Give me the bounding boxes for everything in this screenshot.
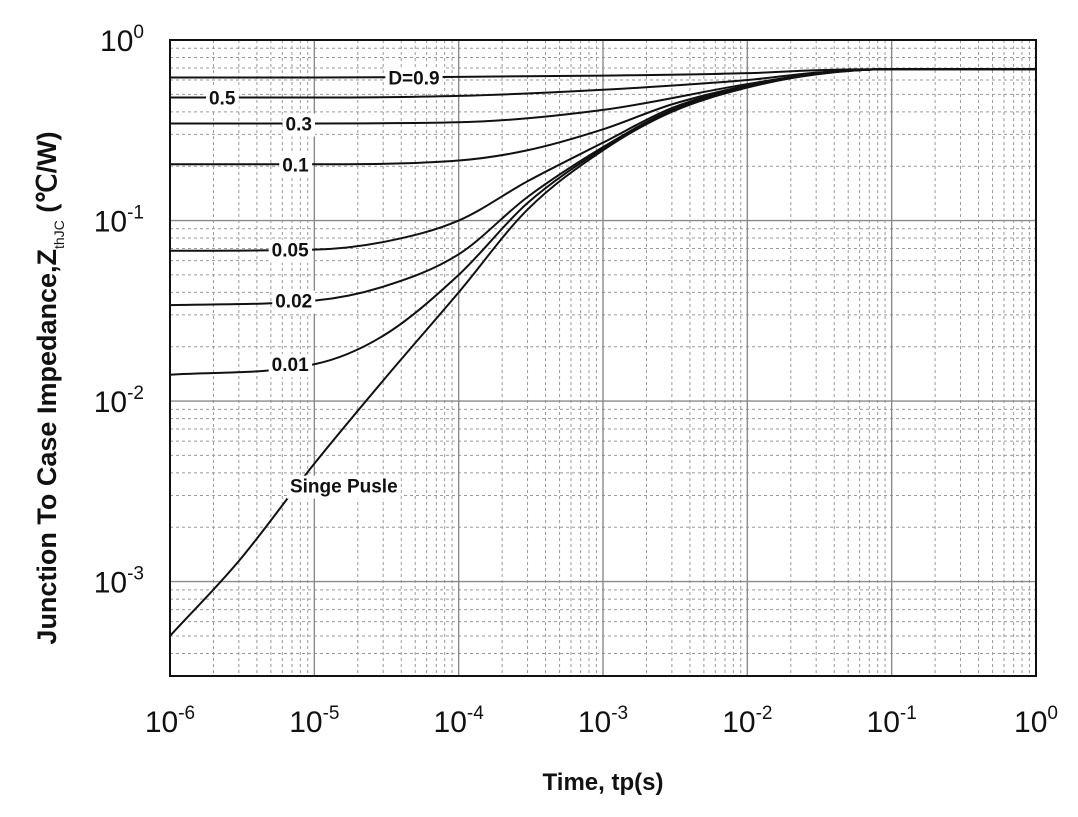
x-tick-exponent: -5 [323,703,340,724]
y-tick-base: 10 [94,567,127,600]
curve-label: Singe Pusle [290,477,398,498]
y-tick-exponent: -3 [127,564,144,585]
curve-label-background [268,354,313,378]
x-tick-label: 10-2 [722,703,772,739]
curve-label-background [286,475,401,499]
x-tick-base: 10 [145,706,178,739]
y-axis-title-unit: (℃/W) [32,131,62,220]
y-tick-exponent: 0 [133,22,144,43]
x-tick-base: 10 [867,706,900,739]
plot-frame [169,39,1037,677]
y-tick-label: 10-2 [94,383,144,419]
curve-labels: D=0.9 0.5 0.3 0.1 0.05 0.02 0.01 Singe Pusle [205,67,443,499]
x-tick-label: 10-1 [867,703,917,739]
y-tick-label: 10-3 [94,564,144,600]
x-tick-exponent: -4 [467,703,484,724]
x-tick-base: 10 [434,706,467,739]
curve-label-background [205,87,239,111]
curve-label-background [385,67,443,91]
y-axis-title: Junction To Case Impedance,ZthJC (℃/W) [32,131,67,644]
y-tick-exponent: -1 [127,203,144,224]
x-tick-exponent: -2 [756,703,773,724]
x-tick-label: 10-4 [434,703,485,739]
curve-label-background [268,239,313,263]
x-tick-base: 10 [289,706,322,739]
curve-label: 0.3 [286,114,312,135]
x-tick-label: 10-3 [578,703,628,739]
y-tick-label: 10-1 [94,203,144,239]
y-tick-exponent: -2 [127,383,144,404]
x-tick-label: 100 [1014,703,1058,739]
x-tick-label: 10-6 [145,703,195,739]
curve-label-background [272,290,316,314]
y-tick-base: 10 [100,25,133,58]
curve-label-background [279,154,313,178]
curve-label: 0.1 [282,155,309,176]
grid [169,39,1037,677]
x-tick-label: 10-5 [289,703,339,739]
x-tick-base: 10 [722,706,755,739]
y-tick-label: 100 [100,22,144,58]
y-axis-title-main: Junction To Case Impedance,Z [32,249,62,645]
curve-label: 0.05 [272,241,309,262]
x-axis-title: Time, tp(s) [543,769,664,796]
curve-label: 0.02 [275,292,312,313]
curve-label-background [282,113,315,137]
y-tick-base: 10 [94,206,127,239]
curve-label: 0.01 [272,355,309,376]
curve-label: D=0.9 [388,68,439,89]
x-tick-exponent: -6 [178,703,195,724]
x-tick-exponent: -1 [900,703,917,724]
y-tick-base: 10 [94,386,127,419]
x-tick-base: 10 [1014,706,1047,739]
x-tick-exponent: 0 [1047,703,1058,724]
tick-labels: 10-6 10-5 10-4 10-3 10-2 10-1 10010-310-210-11… [94,22,1058,739]
x-tick-exponent: -3 [611,703,628,724]
y-axis-title-subscript: thJC [51,220,67,249]
x-tick-base: 10 [578,706,611,739]
curve-label: 0.5 [209,89,236,110]
